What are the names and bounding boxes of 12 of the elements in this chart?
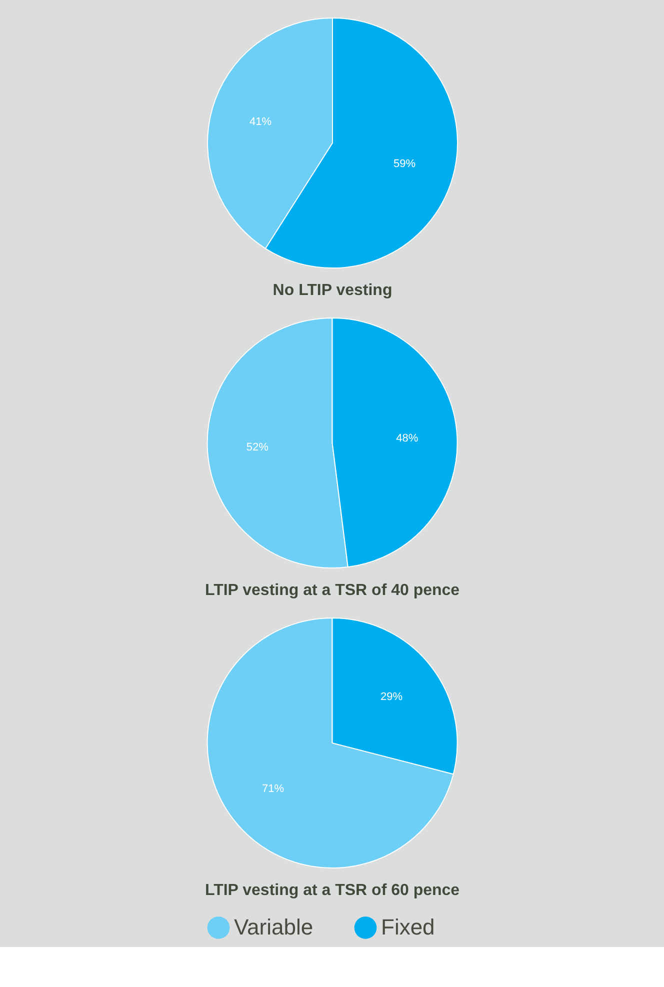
text: LTIP vesting at a TSR of 40 pence — [204, 582, 460, 599]
text: No LTIP vesting — [272, 282, 392, 299]
legend-label: Variable — [234, 914, 314, 940]
pie-slice — [206, 618, 454, 868]
data-label: 59% — [394, 158, 416, 170]
legend-label: Fixed — [381, 914, 435, 940]
data-label: 29% — [380, 691, 403, 704]
data-label: 52% — [246, 442, 269, 454]
data-label: 41% — [249, 116, 272, 128]
text: LTIP vesting at a TSR of 60 pence — [204, 882, 460, 899]
data-label: 48% — [396, 432, 418, 444]
data-label: 71% — [262, 782, 284, 795]
